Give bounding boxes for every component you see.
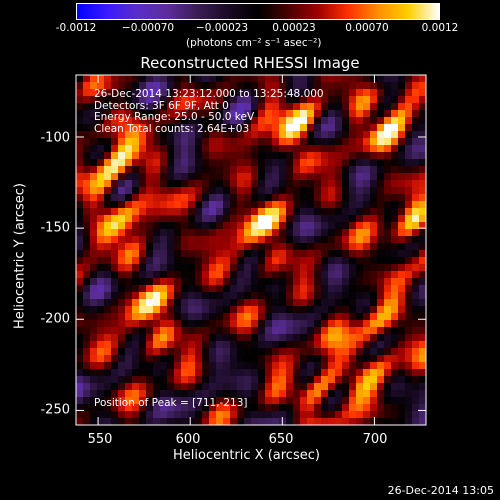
annotation-total-counts: Clean Total counts: 2.64E+03 bbox=[94, 122, 250, 135]
x-tick-label: 650 bbox=[268, 432, 294, 447]
y-tick-label: -100 bbox=[40, 130, 70, 146]
y-tick-label: -250 bbox=[40, 402, 70, 418]
heatmap-cells bbox=[76, 75, 426, 425]
colorbar-tick: −0.00070 bbox=[121, 22, 175, 34]
x-tick-label: 600 bbox=[175, 432, 201, 447]
annotation-time-range: 26-Dec-2014 13:23:12.000 to 13:25:48.000 bbox=[94, 88, 324, 100]
y-tick-label: -150 bbox=[40, 220, 70, 236]
colorbar-unit-label: (photons cm⁻² s⁻¹ asec⁻²) bbox=[186, 37, 322, 49]
annotation-detectors: Detectors: 3F 6F 9F, Att 0 bbox=[94, 99, 229, 112]
colorbar-tick: 0.0012 bbox=[421, 22, 459, 34]
x-tick-label: 550 bbox=[87, 432, 113, 447]
colorbar-tick: 0.00023 bbox=[272, 22, 316, 34]
annotation-energy-range: Energy Range: 25.0 - 50.0 keV bbox=[94, 111, 255, 123]
colorbar bbox=[76, 3, 440, 20]
colorbar-tick: -0.0012 bbox=[55, 22, 97, 34]
peak-position-label: Position of Peak = [711,-213] bbox=[94, 397, 248, 409]
chart-title: Reconstructed RHESSI Image bbox=[140, 54, 360, 72]
footer-timestamp: 26-Dec-2014 13:05 bbox=[387, 484, 494, 497]
x-tick-label: 700 bbox=[362, 432, 388, 447]
colorbar-tick: −0.00023 bbox=[195, 22, 249, 34]
plot-frame bbox=[75, 74, 427, 426]
colorbar-tick: 0.00070 bbox=[345, 22, 389, 34]
x-axis-label: Heliocentric X (arcsec) bbox=[173, 448, 320, 463]
y-axis-label: Heliocentric Y (arcsec) bbox=[12, 183, 28, 329]
info-annotations: 26-Dec-2014 13:23:12.000 to 13:25:48.000… bbox=[94, 88, 324, 135]
y-tick-label: -200 bbox=[40, 311, 70, 327]
